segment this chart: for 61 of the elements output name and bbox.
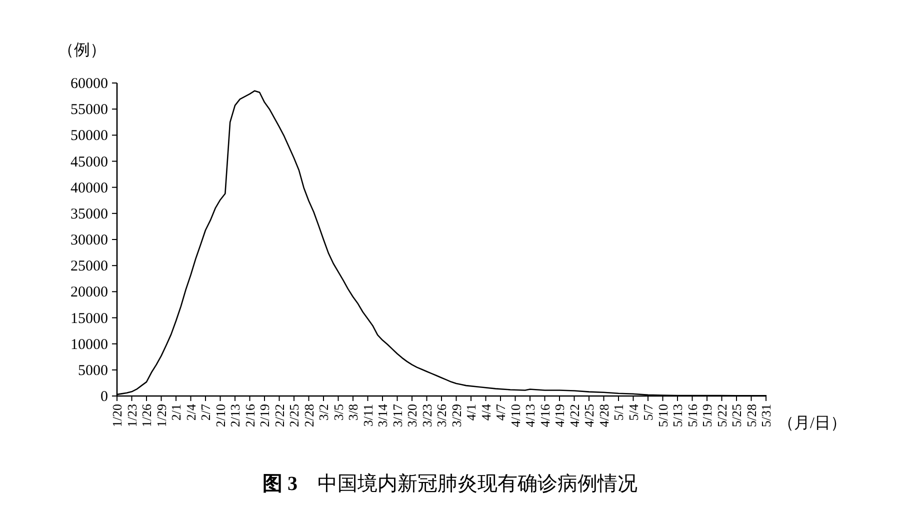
x-tick-label: 3/2 <box>316 404 331 421</box>
x-tick-label: 5/22 <box>714 404 730 428</box>
x-tick-label: 1/26 <box>139 404 154 428</box>
x-tick-label: 2/13 <box>228 404 242 428</box>
x-tick-label: 3/20 <box>404 404 420 428</box>
x-tick-label: 2/19 <box>257 404 272 428</box>
x-tick-label: 4/28 <box>596 404 612 428</box>
x-tick-label: 4/22 <box>566 404 582 428</box>
text: 图 3 中国境内新冠肺炎现有确诊病例情况 <box>262 473 638 495</box>
y-tick-label: 55000 <box>70 102 108 118</box>
y-tick-label: 40000 <box>70 180 108 196</box>
x-tick-label: 4/1 <box>464 404 478 421</box>
x-tick-label: 5/10 <box>655 404 670 428</box>
x-tick-label: 5/31 <box>758 404 774 428</box>
x-tick-label: 4/19 <box>552 404 567 428</box>
x-tick-label: 4/16 <box>537 404 552 428</box>
x-tick-label: 2/4 <box>183 404 198 421</box>
x-tick-label: 3/5 <box>330 404 346 421</box>
x-tick-label: 1/20 <box>110 404 124 428</box>
x-tick-label: 2/7 <box>198 404 213 421</box>
y-tick-label: 5000 <box>78 362 108 379</box>
x-axis-title: （月/日） <box>778 415 846 432</box>
y-tick-label: 25000 <box>70 258 108 275</box>
x-tick-label: 3/14 <box>375 404 390 428</box>
x-tick-label: 5/28 <box>744 404 759 428</box>
y-tick-label: 30000 <box>70 232 108 248</box>
x-tick-label: 5/19 <box>700 404 714 428</box>
x-tick-label: 5/1 <box>611 404 626 421</box>
x-tick-label: 2/22 <box>272 404 287 428</box>
x-tick-label: 4/10 <box>508 404 523 428</box>
x-tick-label: 4/13 <box>522 404 538 428</box>
y-tick-label: 0 <box>100 389 108 405</box>
x-tick-label: 3/11 <box>360 404 376 427</box>
x-tick-label: 5/7 <box>640 404 656 421</box>
x-tick-label: 5/13 <box>670 404 685 428</box>
x-tick-label: 2/16 <box>242 404 258 428</box>
x-tick-label: 5/25 <box>729 404 744 428</box>
x-tick-label: 2/10 <box>212 404 228 428</box>
y-tick-label: 50000 <box>70 128 108 144</box>
y-tick-label: 10000 <box>70 336 108 353</box>
x-tick-label: 2/28 <box>301 404 316 428</box>
x-tick-label: 4/4 <box>478 404 494 421</box>
y-tick-label: 35000 <box>70 206 108 222</box>
x-tick-label: 2/25 <box>286 404 302 428</box>
x-tick-label: 4/7 <box>493 404 508 421</box>
x-tick-label: 5/4 <box>626 404 641 421</box>
x-tick-label: 1/23 <box>124 404 140 428</box>
x-tick-label: 2/1 <box>168 404 184 421</box>
x-tick-label: 5/16 <box>684 404 700 428</box>
x-tick-label: 3/23 <box>419 404 434 428</box>
y-axis-title: （例） <box>58 42 106 59</box>
x-tick-label: 1/29 <box>154 404 169 428</box>
x-tick-label: 3/17 <box>390 404 405 428</box>
y-tick-label: 15000 <box>70 310 108 327</box>
y-tick-label: 45000 <box>70 154 108 170</box>
x-tick-label: 4/25 <box>582 404 596 428</box>
x-tick-label: 3/29 <box>448 404 464 428</box>
x-tick-label: 3/26 <box>434 404 449 428</box>
y-tick-label: 20000 <box>70 284 108 301</box>
y-tick-label: 60000 <box>70 76 108 92</box>
x-tick-label: 3/8 <box>346 404 360 421</box>
